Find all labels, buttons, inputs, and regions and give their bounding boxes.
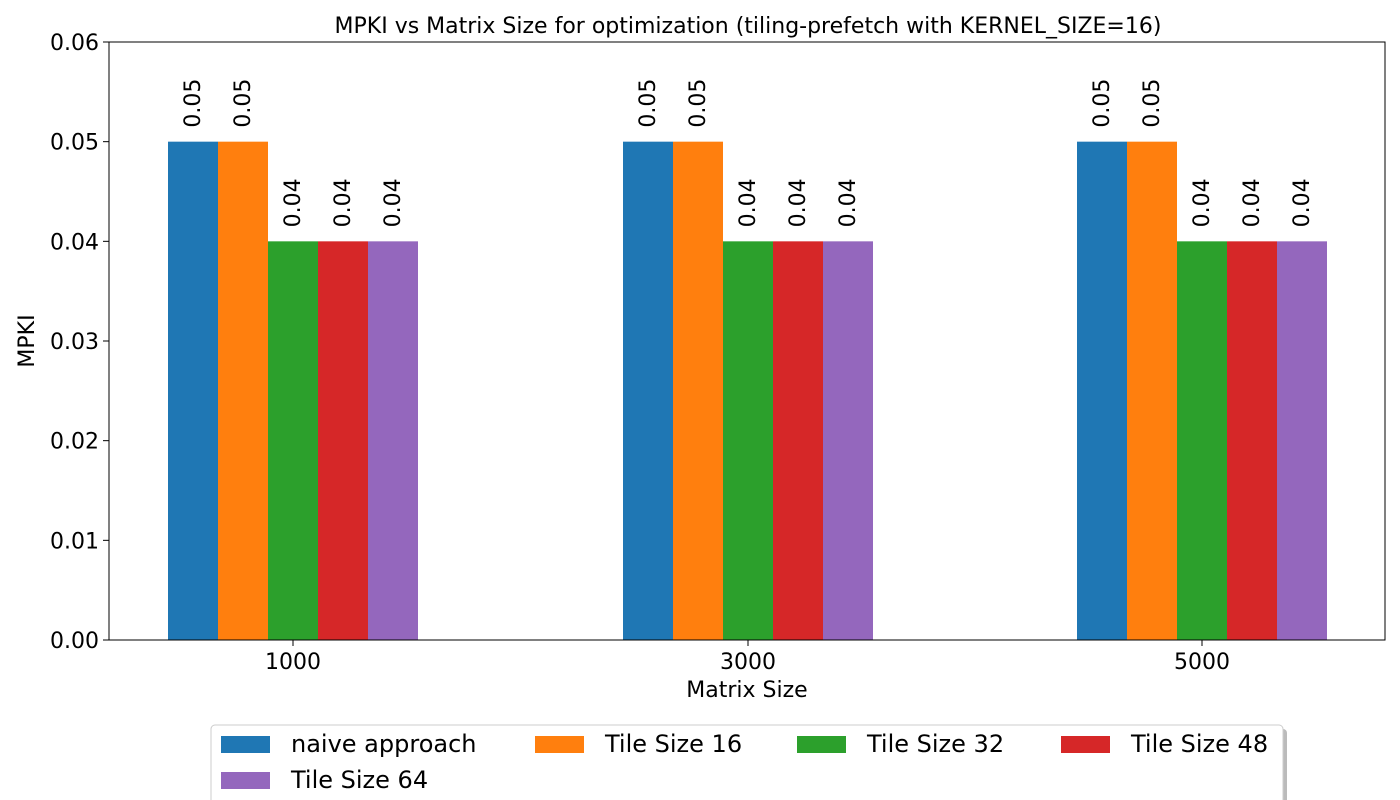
y-tick-label: 0.03 bbox=[50, 330, 99, 355]
bar bbox=[168, 141, 218, 640]
bar-value-label: 0.04 bbox=[331, 178, 356, 227]
bar bbox=[318, 241, 368, 641]
bar bbox=[1277, 241, 1327, 641]
bar bbox=[773, 241, 823, 641]
y-axis-label: MPKI bbox=[15, 314, 40, 367]
bars-layer: 0.05 0.05 0.04 0.04 0.04 0.05 0.05 0.04 0.04 0.04… bbox=[168, 79, 1327, 641]
bar bbox=[1227, 241, 1277, 641]
bar-value-label: 0.05 bbox=[1090, 79, 1115, 128]
y-tick-label: 0.01 bbox=[50, 529, 99, 554]
legend-swatch bbox=[797, 736, 846, 753]
y-tick-label: 0.02 bbox=[50, 430, 99, 455]
bar bbox=[723, 241, 773, 641]
bar-value-label: 0.05 bbox=[686, 79, 711, 128]
x-tick-label: 3000 bbox=[720, 650, 776, 675]
bar bbox=[1077, 141, 1127, 640]
y-tick-label: 0.05 bbox=[50, 131, 99, 156]
bar bbox=[823, 241, 873, 641]
plot-frame bbox=[108, 41, 1386, 641]
x-axis-label: Matrix Size bbox=[686, 678, 807, 703]
chart-title: MPKI vs Matrix Size for optimization (ti… bbox=[335, 14, 1162, 39]
bar-value-label: 0.05 bbox=[1140, 79, 1165, 128]
y-tick-label: 0.06 bbox=[50, 31, 99, 56]
bar bbox=[673, 141, 723, 640]
x-tick-label: 1000 bbox=[265, 650, 321, 675]
legend-box bbox=[210, 724, 1284, 800]
bar-value-label: 0.04 bbox=[836, 178, 861, 227]
bar bbox=[1177, 241, 1227, 641]
bar-value-label: 0.05 bbox=[181, 79, 206, 128]
bar bbox=[1127, 141, 1177, 640]
bar-value-label: 0.04 bbox=[736, 178, 761, 227]
legend-label: Tile Size 48 bbox=[1130, 730, 1268, 758]
legend-swatch bbox=[1061, 736, 1110, 753]
bar-value-label: 0.05 bbox=[231, 79, 256, 128]
legend: naive approach Tile Size 16 Tile Size 32 Ti… bbox=[210, 724, 1287, 800]
bar-value-label: 0.05 bbox=[636, 79, 661, 128]
bar bbox=[368, 241, 418, 641]
x-tick-label: 5000 bbox=[1174, 650, 1230, 675]
bar bbox=[268, 241, 318, 641]
bar-value-label: 0.04 bbox=[281, 178, 306, 227]
bar-value-label: 0.04 bbox=[1240, 178, 1265, 227]
bar bbox=[623, 141, 673, 640]
legend-swatch bbox=[221, 736, 270, 753]
bar bbox=[218, 141, 268, 640]
axes-layer: 0.00 0.01 0.02 0.03 0.04 0.05 0.06 1000 3000 5000 bbox=[50, 31, 1386, 675]
bar-value-label: 0.04 bbox=[786, 178, 811, 227]
legend-label: Tile Size 32 bbox=[866, 730, 1004, 758]
legend-label: Tile Size 16 bbox=[604, 730, 742, 758]
bar-value-label: 0.04 bbox=[1190, 178, 1215, 227]
legend-label: naive approach bbox=[291, 730, 477, 758]
bar-value-label: 0.04 bbox=[381, 178, 406, 227]
legend-label: Tile Size 64 bbox=[290, 766, 428, 794]
y-tick-label: 0.04 bbox=[50, 230, 99, 255]
legend-swatch bbox=[221, 772, 270, 789]
legend-swatch bbox=[535, 736, 584, 753]
bar-value-label: 0.04 bbox=[1290, 178, 1315, 227]
y-tick-label: 0.00 bbox=[50, 629, 99, 654]
